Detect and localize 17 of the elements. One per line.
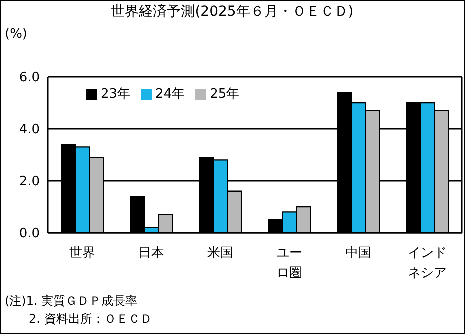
chart-title: 世界経済予測(2025年６月・ＯＥＣＤ) xyxy=(110,3,355,21)
x-tick-label: ユーロ圏 xyxy=(276,246,302,281)
text: 2. 資料出所：ＯＥＣＤ xyxy=(28,311,152,328)
legend-label: 25年 xyxy=(210,87,240,102)
x-tick-label: 米国 xyxy=(208,246,234,261)
x-tick-label: 中国 xyxy=(346,246,372,261)
legend-label: 23年 xyxy=(101,87,131,102)
x-tick-label: インドネシア xyxy=(408,246,447,281)
legend-label: 24年 xyxy=(156,87,186,102)
x-tick-label: 日本 xyxy=(138,246,164,261)
y-tick-label: 2.0 xyxy=(19,174,40,190)
x-tick-label: 世界 xyxy=(70,246,96,261)
text: (注)1. 実質ＧＤＰ成長率 xyxy=(5,293,138,310)
y-axis-title: (%) xyxy=(5,27,28,42)
y-tick-label: 6.0 xyxy=(19,70,40,86)
y-tick-label: 4.0 xyxy=(19,122,40,138)
y-tick-label: 0.0 xyxy=(19,226,40,242)
